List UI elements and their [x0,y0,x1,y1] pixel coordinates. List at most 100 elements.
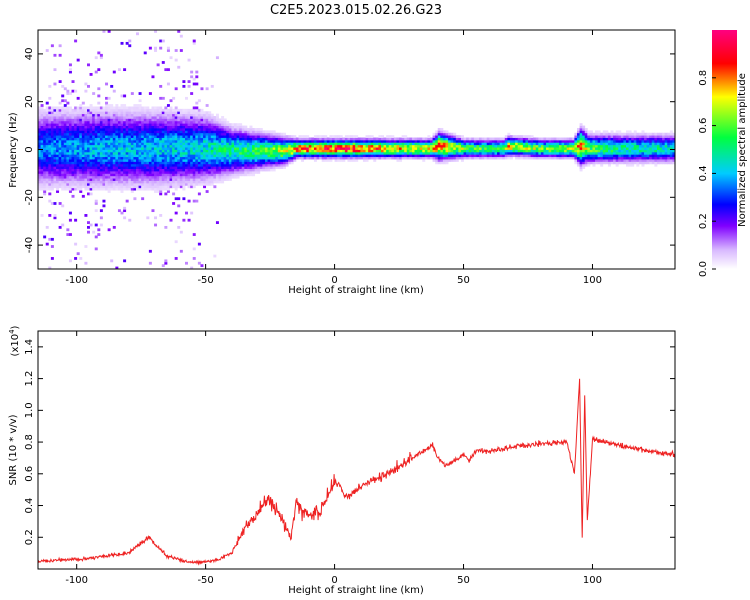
spectrogram-cell [141,123,145,126]
spectrogram-cell [308,144,312,148]
spectrogram-cell [270,137,274,141]
spectrogram-cell [236,168,240,172]
spectrogram-cell [228,151,232,155]
spectrogram-cell [182,84,186,88]
spectrogram-cell [76,173,80,177]
spectrogram-cell [102,144,106,148]
spectrogram-cell [445,144,449,148]
spectrogram-cell [669,147,673,150]
spectrogram-cell [270,139,274,143]
spectrogram-cell [141,120,145,124]
spectrogram-cell [38,111,41,115]
spectrogram-cell [566,149,570,153]
spectrogram-cell [133,163,137,167]
spectrogram-cell [159,127,163,131]
spectrogram-cell [133,154,137,158]
spectrogram-cell [249,135,253,138]
spectrogram-cell [404,135,408,138]
spectrogram-cell [87,166,90,170]
spectrogram-cell [120,159,124,162]
spectrogram-cell [133,159,137,162]
spectrogram-cell [120,116,124,119]
spectrogram-cell [94,173,98,177]
spectrogram-cell [200,135,204,138]
spectrogram-cell [102,185,106,189]
spectrogram-cell [308,147,312,150]
spectrogram-cell [215,120,219,124]
spectrogram-cell [146,137,150,141]
spectrogram-cell [112,225,116,229]
spectrogram-cell [71,175,75,179]
spectrogram-cell [141,168,145,172]
spectrogram-cell [669,132,673,136]
spectrogram-cell [154,175,158,179]
spectrogram-cell [558,149,562,153]
spectrogram-cell [638,137,642,141]
spectrogram-cell [669,135,673,138]
spectrogram-cell [507,135,511,138]
spectrogram-cell [587,149,591,153]
spectrogram-cell [558,139,562,143]
spectrogram-cell [154,190,158,193]
spectrogram-cell [107,118,111,122]
spectrogram-cell [87,135,90,138]
spectrogram-cell [600,163,604,167]
spectrogram-cell [507,151,511,155]
spectrogram-cell [130,182,134,186]
spectrogram-cell [249,171,253,174]
spectrogram-cell [396,137,400,141]
spectrogram-cell [128,116,132,119]
spectrogram-cell [154,216,158,220]
spectrogram-cell [58,156,62,160]
spectrogram-cell [623,137,627,141]
spectrogram-cell [203,135,207,138]
spectrogram-cell [81,156,85,160]
spectrogram-cell [636,135,640,138]
spectrogram-cell [574,135,578,138]
spectrogram-cell [156,180,160,184]
spectrogram-cell [120,190,124,193]
spectrogram-cell [61,132,65,136]
y-tick-label: 0.2 [24,529,35,545]
spectrogram-cell [319,137,323,141]
spectrogram-cell [620,147,624,150]
spectrogram-cell [236,166,240,170]
spectrogram-cell [484,154,488,158]
spectrogram-cell [169,111,173,115]
spectrogram-cell [107,123,111,126]
spectrogram-cell [569,144,573,148]
spectrogram-cell [117,132,121,136]
spectrogram-cell [409,137,413,141]
y-tick-label: 0 [24,146,35,152]
spectrogram-cell [151,156,155,160]
spectrogram-cell [53,132,57,136]
spectrogram-cell [66,166,70,170]
spectrogram-cell [174,113,178,117]
spectrogram-cell [136,32,139,36]
spectrogram-cell [205,130,209,134]
spectrogram-cell [538,147,542,150]
spectrogram-cell [197,147,201,150]
spectrogram-cell [125,178,129,181]
spectrogram-cell [56,144,60,148]
spectrogram-cell [74,135,78,138]
spectrogram-cell [626,151,629,155]
spectrogram-cell [156,156,160,160]
spectrogram-cell [161,175,165,179]
spectrogram-cell [605,149,609,153]
spectrogram-cell [638,159,642,162]
spectrogram-cell [141,132,145,136]
spectrogram-cell [200,116,204,119]
spectrogram-cell [393,156,397,160]
spectrogram-cell [597,135,601,138]
spectrogram-cell [190,185,194,189]
spectrogram-cell [342,156,346,160]
spectrogram-cell [370,144,374,148]
spectrogram-cell [174,180,178,184]
spectrogram-cell [166,116,170,119]
spectrogram-cell [117,135,121,138]
spectrogram-cell [298,142,302,146]
spectrogram-cell [360,151,364,155]
spectrogram-cell [200,180,204,184]
spectrogram-cell [375,154,379,158]
